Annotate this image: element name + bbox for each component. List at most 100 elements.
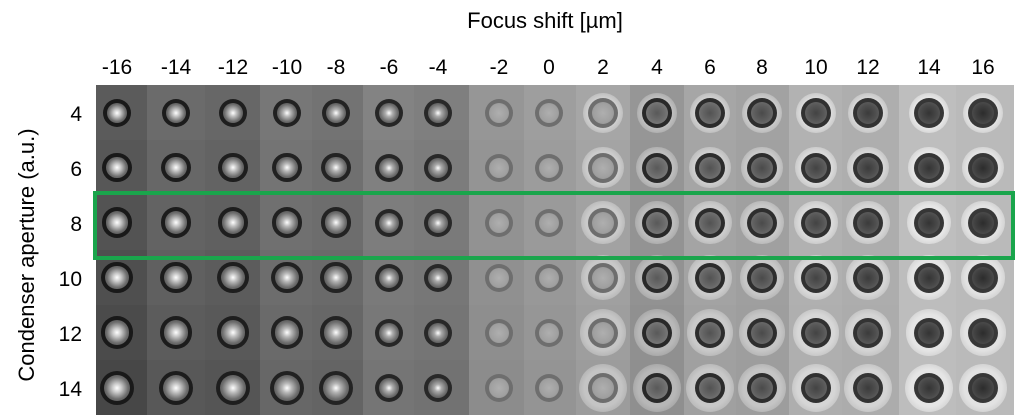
micrograph-tile bbox=[147, 305, 205, 360]
micrograph-tile bbox=[576, 140, 630, 195]
cell-core bbox=[699, 101, 721, 124]
cell-core bbox=[539, 267, 559, 288]
micrograph-tile bbox=[96, 305, 147, 360]
cell-core bbox=[646, 211, 668, 234]
row-label: 12 bbox=[58, 322, 82, 346]
cell-core bbox=[646, 101, 668, 124]
cell-core bbox=[325, 156, 347, 179]
micrograph-grid bbox=[96, 85, 1014, 415]
highlight-box bbox=[93, 191, 1015, 260]
cell-core bbox=[277, 102, 297, 123]
micrograph-tile bbox=[684, 140, 736, 195]
micrograph-tile bbox=[956, 305, 1014, 360]
micrograph-tile bbox=[469, 195, 524, 250]
column-label: 4 bbox=[651, 56, 663, 79]
micrograph-tile bbox=[630, 360, 684, 415]
column-label: 0 bbox=[543, 56, 555, 79]
cell-core bbox=[592, 101, 614, 124]
cell-core bbox=[592, 266, 614, 289]
micrograph-tile bbox=[147, 360, 205, 415]
micrograph-tile bbox=[524, 305, 576, 360]
micrograph-tile bbox=[312, 360, 363, 415]
cell-core bbox=[428, 377, 448, 398]
micrograph-tile bbox=[736, 140, 789, 195]
cell-core bbox=[164, 265, 188, 290]
micrograph-tile bbox=[899, 195, 956, 250]
cell-core bbox=[918, 156, 940, 179]
cell-core bbox=[646, 321, 668, 344]
cell-core bbox=[324, 265, 348, 290]
micrograph-tile bbox=[576, 85, 630, 140]
micrograph-tile bbox=[736, 195, 789, 250]
micrograph-tile bbox=[260, 360, 312, 415]
cell-core bbox=[166, 102, 186, 123]
column-label: 8 bbox=[756, 56, 768, 79]
micrograph-tile bbox=[524, 195, 576, 250]
micrograph-tile bbox=[956, 85, 1014, 140]
micrograph-tile bbox=[414, 305, 469, 360]
cell-core bbox=[428, 102, 448, 123]
micrograph-tile bbox=[842, 85, 899, 140]
row-label: 4 bbox=[70, 102, 82, 126]
cell-core bbox=[379, 157, 399, 178]
micrograph-tile bbox=[684, 305, 736, 360]
cell-core bbox=[539, 157, 559, 178]
micrograph-tile bbox=[260, 140, 312, 195]
cell-core bbox=[699, 376, 721, 399]
micrograph-tile bbox=[684, 195, 736, 250]
column-label: -16 bbox=[101, 56, 133, 79]
micrograph-tile bbox=[630, 305, 684, 360]
cell-core bbox=[857, 101, 879, 124]
micrograph-tile bbox=[363, 140, 414, 195]
row-label: 14 bbox=[58, 377, 82, 401]
micrograph-tile bbox=[96, 360, 147, 415]
cell-core bbox=[379, 322, 399, 343]
cell-core bbox=[918, 101, 940, 124]
cell-core bbox=[324, 211, 348, 234]
column-label: 10 bbox=[804, 56, 828, 79]
cell-core bbox=[220, 320, 246, 345]
micrograph-tile bbox=[96, 140, 147, 195]
micrograph-tile bbox=[956, 195, 1014, 250]
micrograph-tile bbox=[576, 360, 630, 415]
column-label: -10 bbox=[271, 56, 303, 79]
micrograph-tile bbox=[96, 85, 147, 140]
micrograph-tile bbox=[205, 305, 260, 360]
cell-core bbox=[805, 101, 827, 124]
column-label: -12 bbox=[217, 56, 249, 79]
cell-core bbox=[751, 211, 773, 234]
cell-core bbox=[972, 101, 994, 124]
micrograph-tile bbox=[630, 85, 684, 140]
micrograph-tile bbox=[524, 360, 576, 415]
micrograph-tile bbox=[363, 85, 414, 140]
micrograph-tile bbox=[414, 140, 469, 195]
micrograph-tile bbox=[147, 85, 205, 140]
cell-core bbox=[539, 377, 559, 398]
micrograph-tile bbox=[205, 195, 260, 250]
micrograph-tile bbox=[312, 195, 363, 250]
cell-core bbox=[539, 322, 559, 343]
micrograph-tile bbox=[312, 85, 363, 140]
micrograph-tile bbox=[205, 140, 260, 195]
column-label: 12 bbox=[856, 56, 880, 79]
cell-core bbox=[428, 267, 448, 288]
cell-core bbox=[323, 320, 349, 345]
cell-core bbox=[805, 211, 827, 234]
cell-core bbox=[220, 374, 246, 401]
column-label: 6 bbox=[704, 56, 716, 79]
figure-title: Focus shift [µm] bbox=[467, 8, 623, 33]
micrograph-tile bbox=[842, 195, 899, 250]
cell-core bbox=[379, 102, 399, 123]
cell-core bbox=[646, 266, 668, 289]
column-label: -8 bbox=[326, 56, 346, 79]
micrograph-tile bbox=[789, 85, 842, 140]
cell-core bbox=[105, 211, 129, 234]
cell-core bbox=[489, 212, 509, 233]
micrograph-tile bbox=[630, 140, 684, 195]
micrograph-tile bbox=[736, 360, 789, 415]
micrograph-tile bbox=[469, 360, 524, 415]
micrograph-tile bbox=[789, 305, 842, 360]
micrograph-tile bbox=[469, 85, 524, 140]
micrograph-tile bbox=[205, 360, 260, 415]
cell-core bbox=[699, 211, 721, 234]
